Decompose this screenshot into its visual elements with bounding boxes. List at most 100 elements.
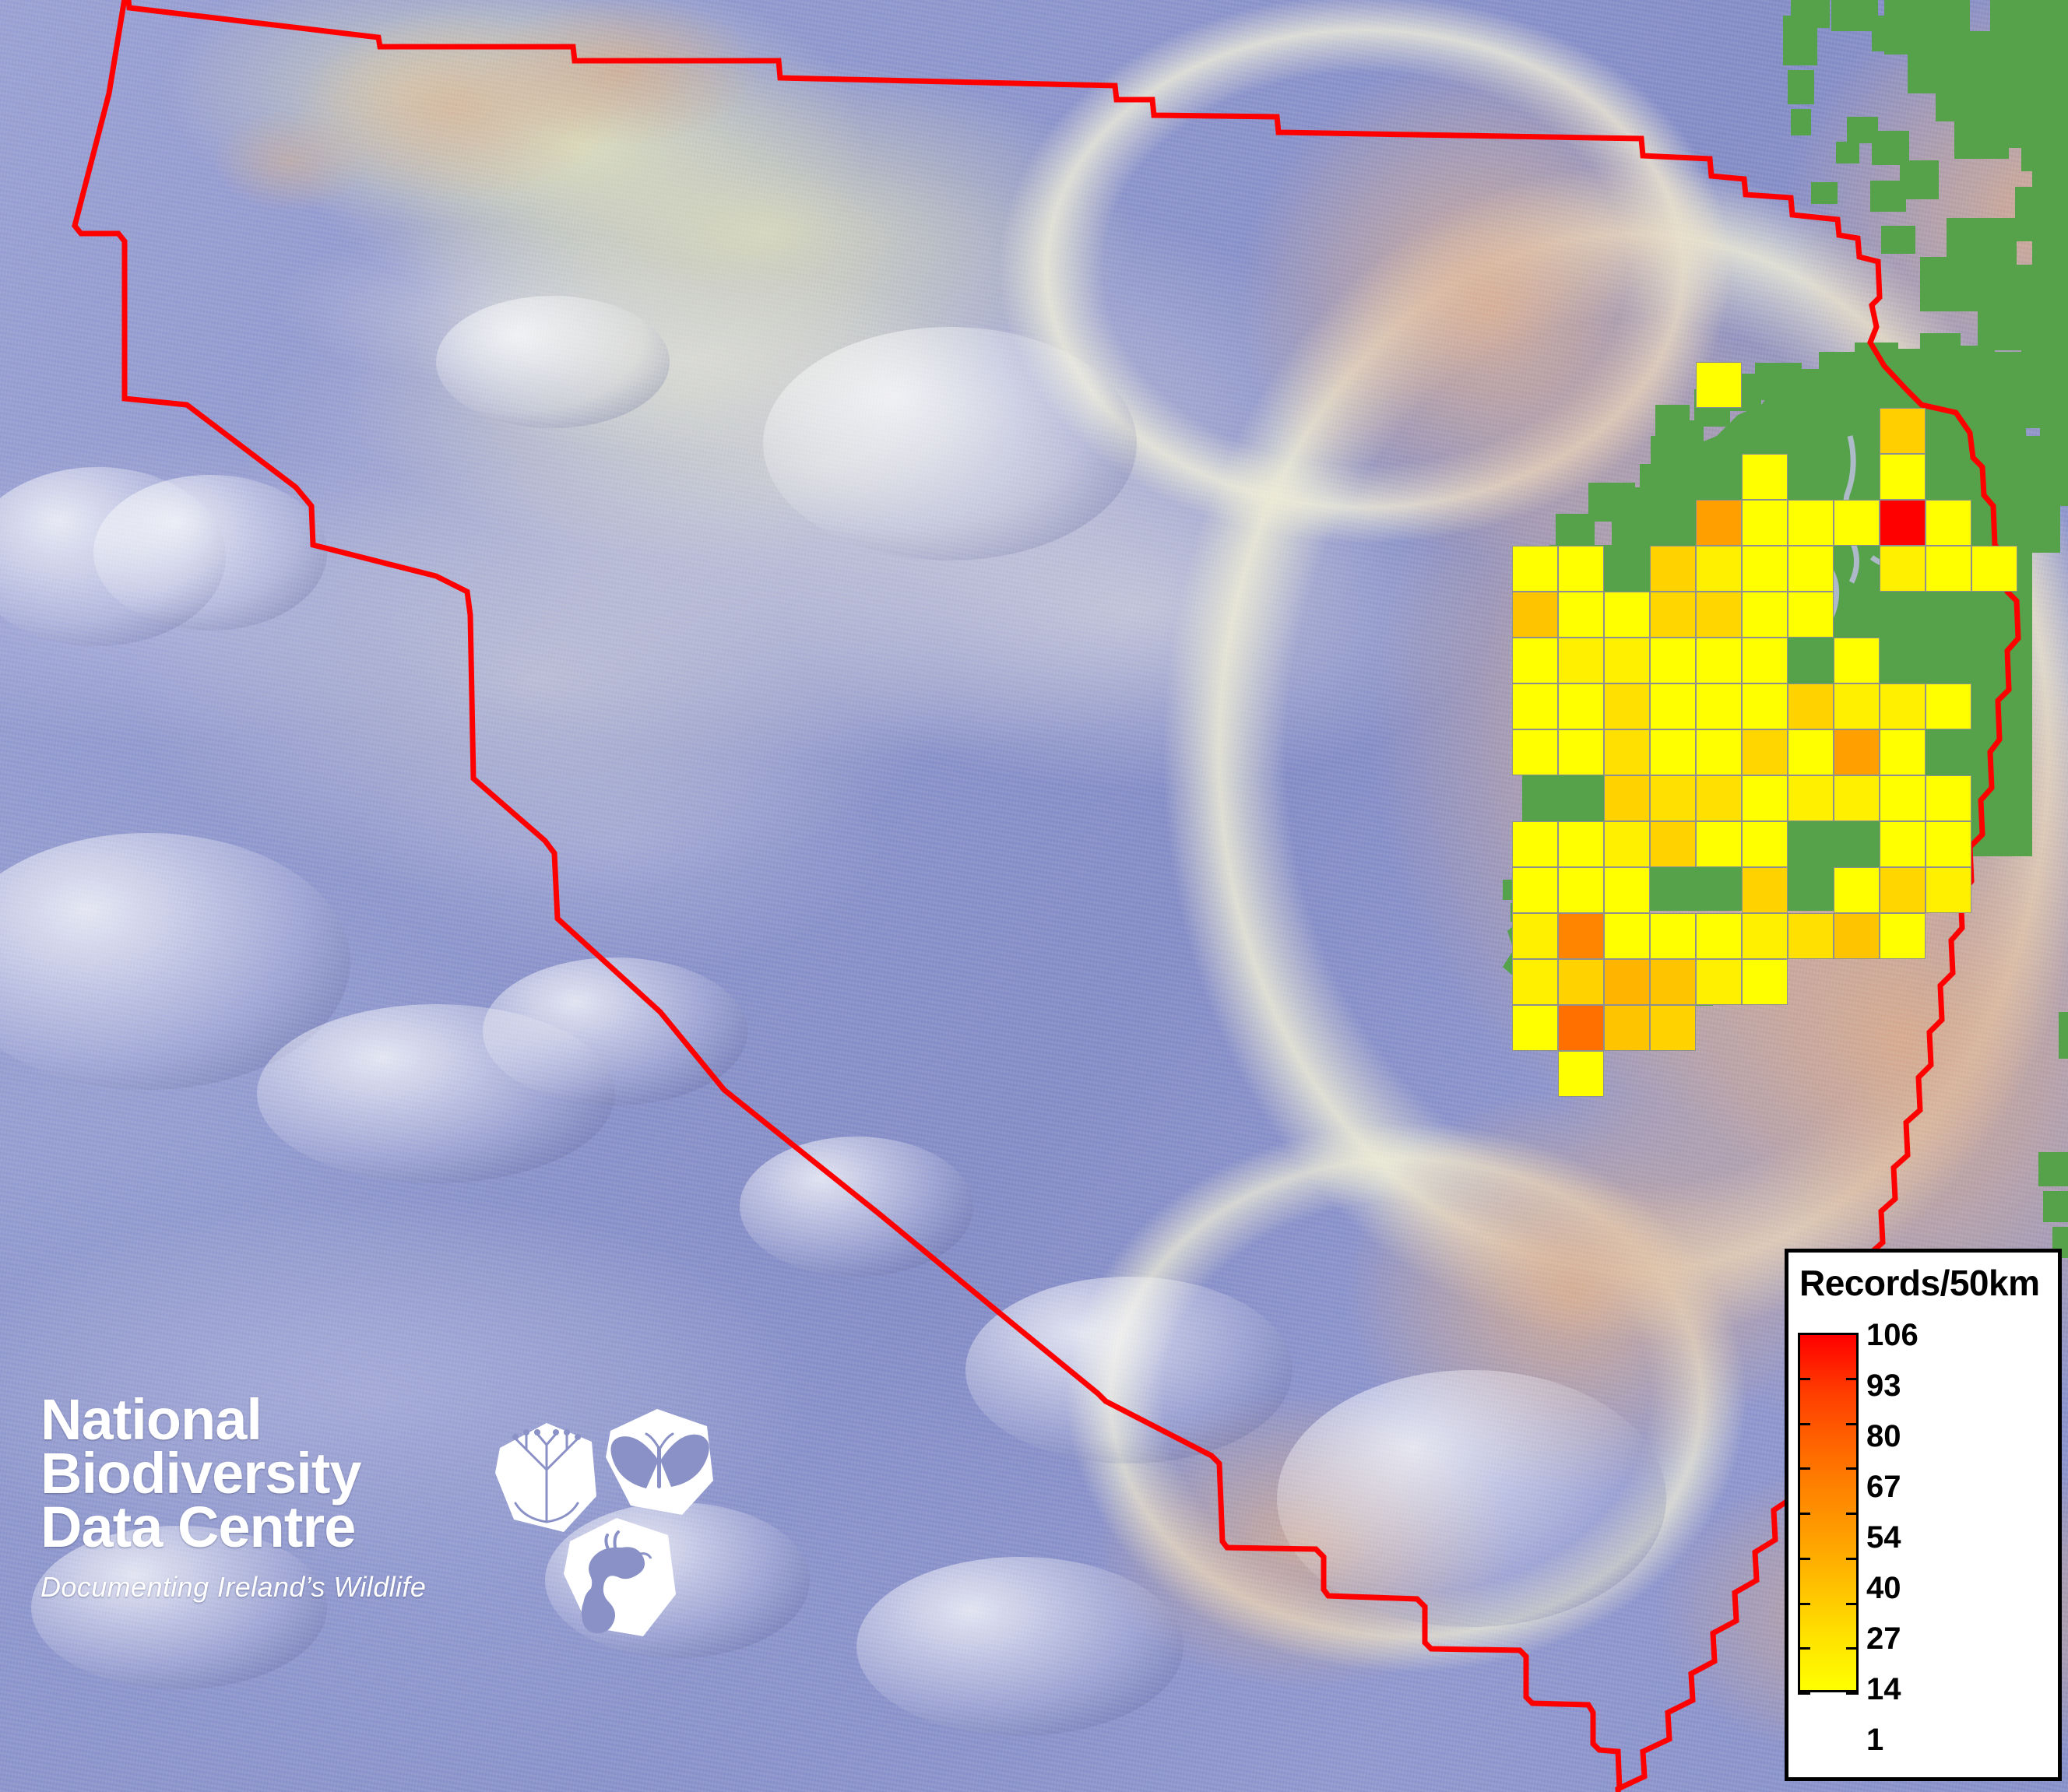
grid-cell xyxy=(1558,867,1604,913)
grid-cell xyxy=(1558,913,1604,959)
grid-cell xyxy=(1512,546,1558,592)
legend-ramp-tick xyxy=(1846,1692,1859,1695)
grid-cell xyxy=(1558,1051,1604,1097)
grid-cell xyxy=(1650,683,1696,729)
grid-cell xyxy=(1650,775,1696,821)
grid-cell xyxy=(1558,821,1604,867)
grid-cell xyxy=(1604,729,1650,775)
grid-cell xyxy=(1650,546,1696,592)
grid-cell xyxy=(1788,913,1834,959)
grid-cell xyxy=(1880,913,1926,959)
legend-ramp-tick xyxy=(1846,1467,1859,1470)
grid-cell xyxy=(1788,683,1834,729)
grid-cell xyxy=(1742,729,1788,775)
grid-cell xyxy=(1558,959,1604,1005)
grid-cell xyxy=(1696,821,1742,867)
legend-ramp-tick xyxy=(1846,1513,1859,1515)
nbdc-logo: National Biodiversity Data Centre Docume… xyxy=(40,1387,726,1759)
grid-cell xyxy=(1696,959,1742,1005)
grid-cell xyxy=(1926,500,1971,546)
grid-cell xyxy=(1880,683,1926,729)
grid-cell xyxy=(1558,546,1604,592)
grid-cell xyxy=(1604,821,1650,867)
legend-label: 67 xyxy=(1866,1470,1901,1504)
grid-cell xyxy=(1742,638,1788,683)
logo-line-1: National xyxy=(40,1387,262,1452)
grid-cell xyxy=(1742,913,1788,959)
seamount xyxy=(856,1557,1183,1736)
legend-label: 80 xyxy=(1866,1419,1901,1453)
grid-cell xyxy=(1558,1005,1604,1051)
grid-cell xyxy=(1604,638,1650,683)
grid-cell xyxy=(1788,546,1834,592)
legend-ramp-tick xyxy=(1798,1558,1810,1560)
grid-cell xyxy=(1650,729,1696,775)
seamount xyxy=(1277,1370,1666,1627)
grid-cell xyxy=(1558,683,1604,729)
grid-cell xyxy=(1604,592,1650,638)
grid-cell xyxy=(1926,775,1971,821)
legend-ramp-tick xyxy=(1798,1692,1810,1695)
grid-cell xyxy=(1880,408,1926,454)
butterfly-hex-icon xyxy=(606,1409,713,1515)
grid-cell xyxy=(1512,592,1558,638)
grid-cell xyxy=(1926,821,1971,867)
logo-marks-svg xyxy=(495,1409,713,1636)
grid-cell xyxy=(1742,867,1788,913)
legend-label: 27 xyxy=(1866,1622,1901,1656)
grid-cell xyxy=(1650,913,1696,959)
logo-tagline: Documenting Ireland’s Wildlife xyxy=(40,1571,427,1604)
seamount xyxy=(483,957,747,1105)
grid-cell xyxy=(1788,500,1834,546)
logo-line-2: Biodiversity xyxy=(40,1440,362,1506)
seamount xyxy=(965,1277,1292,1463)
grid-cell xyxy=(1834,775,1880,821)
grid-cell xyxy=(1696,500,1742,546)
grid-cell xyxy=(1604,913,1650,959)
legend-ramp-tick xyxy=(1798,1513,1810,1515)
grid-cell xyxy=(1558,729,1604,775)
legend-ramp-tick xyxy=(1798,1603,1810,1605)
legend-ramp-tick xyxy=(1846,1378,1859,1380)
grid-cell xyxy=(1604,775,1650,821)
grid-cell xyxy=(1558,592,1604,638)
grid-cell xyxy=(1880,454,1926,500)
grid-cell xyxy=(1558,638,1604,683)
plant-hex-icon xyxy=(495,1423,596,1532)
grid-cell xyxy=(1696,592,1742,638)
grid-cell xyxy=(1696,683,1742,729)
grid-cell xyxy=(1926,683,1971,729)
grid-cell xyxy=(1742,775,1788,821)
legend-panel: Records/50km 106 93 80 67 54 40 27 14 1 xyxy=(1785,1249,2062,1781)
legend-ramp-tick xyxy=(1846,1603,1859,1605)
grid-cell xyxy=(1742,821,1788,867)
legend-label: 54 xyxy=(1866,1520,1901,1555)
grid-cell xyxy=(1742,683,1788,729)
legend-label: 1 xyxy=(1866,1723,1884,1757)
legend-ramp-tick xyxy=(1798,1467,1810,1470)
legend-label: 106 xyxy=(1866,1318,1919,1352)
grid-cell xyxy=(1604,1005,1650,1051)
grid-cell xyxy=(1650,959,1696,1005)
nbdc-logo-marks xyxy=(492,1409,726,1658)
grid-cell xyxy=(1788,775,1834,821)
legend-ramp-tick xyxy=(1846,1558,1859,1560)
grid-cell xyxy=(1742,454,1788,500)
legend-labels: 106 93 80 67 54 40 27 14 1 xyxy=(1866,1319,2061,1755)
legend-ramp-tick xyxy=(1798,1378,1810,1380)
grid-cell xyxy=(1880,867,1926,913)
grid-cell xyxy=(1696,362,1742,408)
grid-cell xyxy=(1696,729,1742,775)
grid-cell xyxy=(1604,959,1650,1005)
nbdc-logo-text: National Biodiversity Data Centre Docume… xyxy=(40,1387,508,1604)
grid-cell xyxy=(1926,867,1971,913)
grid-cell xyxy=(1880,775,1926,821)
seamount xyxy=(740,1137,973,1277)
legend-ramp-tick xyxy=(1846,1423,1859,1425)
legend-label: 40 xyxy=(1866,1571,1901,1605)
seamount xyxy=(93,475,327,631)
logo-line-3: Data Centre xyxy=(40,1494,356,1559)
grid-cell xyxy=(1650,638,1696,683)
grid-cell xyxy=(1834,683,1880,729)
